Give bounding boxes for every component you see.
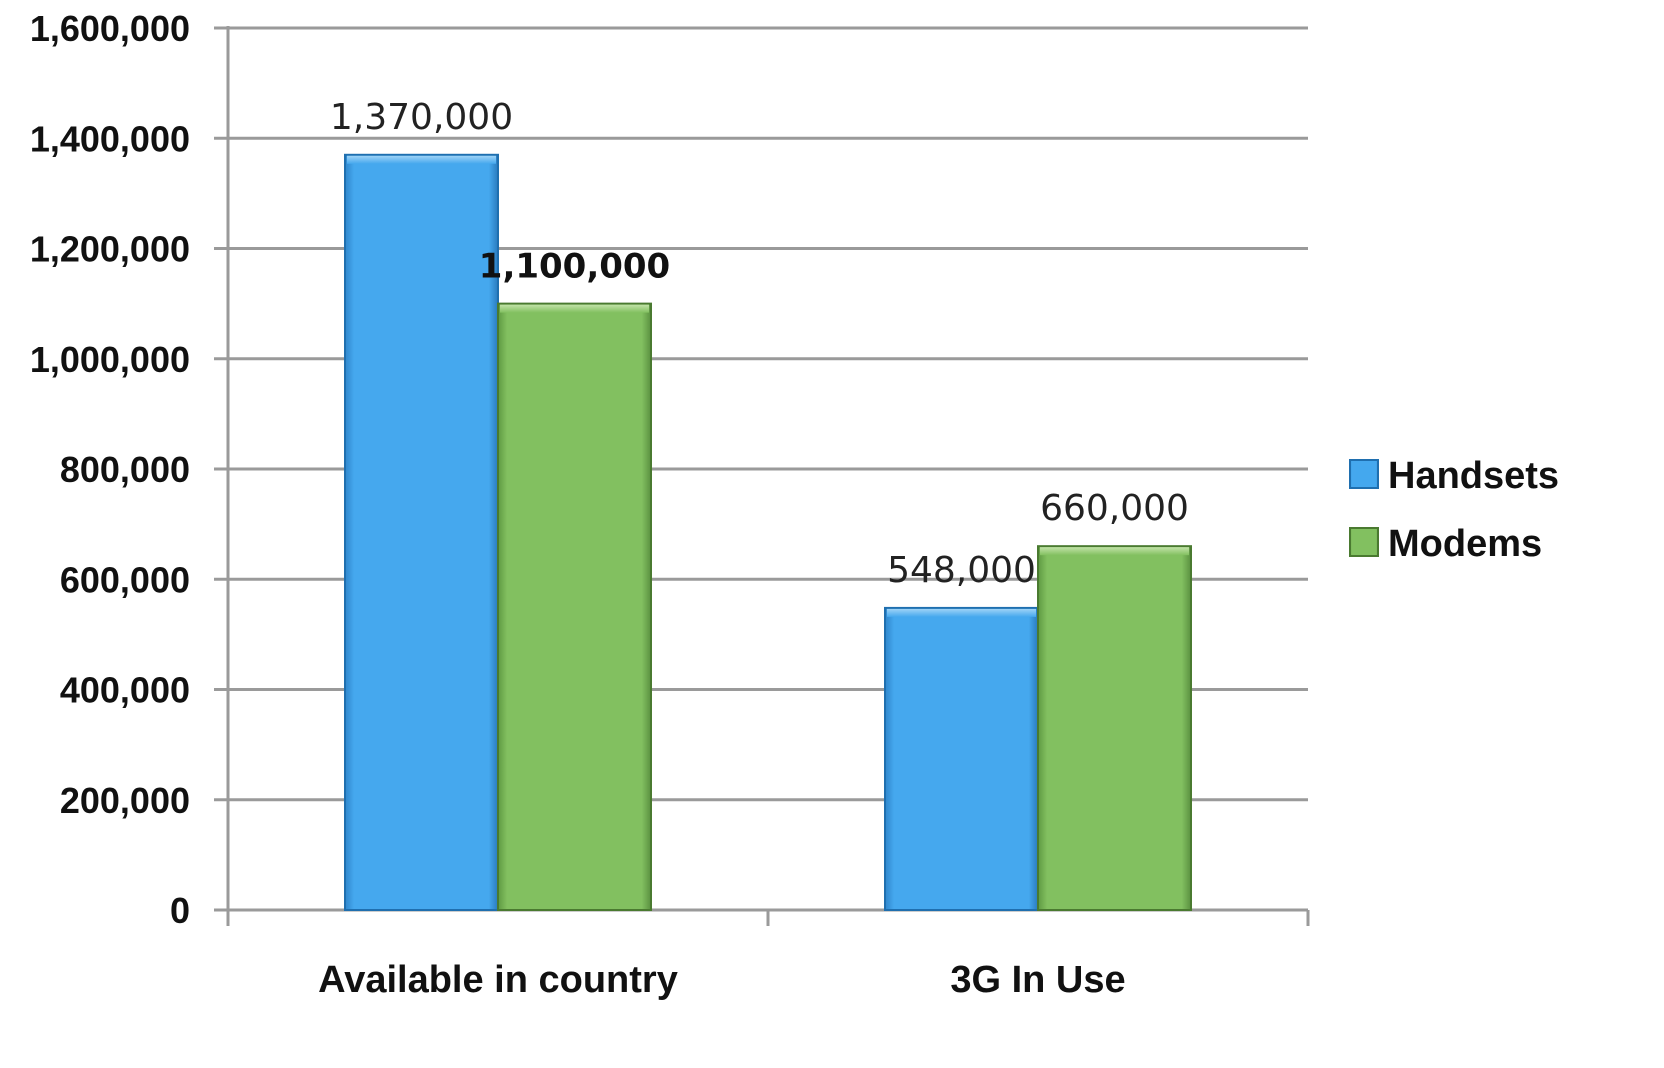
bar-bevel bbox=[500, 304, 649, 313]
legend-item: Handsets bbox=[1349, 455, 1559, 497]
x-tick-label: Available in country bbox=[318, 959, 678, 1001]
bar-body bbox=[884, 606, 1039, 911]
legend-label: Modems bbox=[1388, 523, 1542, 565]
bar-bevel bbox=[1040, 547, 1189, 556]
y-tick-label: 400,000 bbox=[60, 670, 190, 711]
bar bbox=[1037, 545, 1192, 911]
bar-body bbox=[1037, 545, 1192, 911]
bar bbox=[344, 153, 499, 912]
y-tick-label: 1,200,000 bbox=[30, 229, 190, 270]
axes: 0 200,000 400,000 600,000 800,000 1,000,000 1,… bbox=[30, 8, 1310, 1001]
data-label: 660,000 bbox=[1040, 488, 1189, 529]
bar-bevel bbox=[347, 155, 496, 164]
bar-body bbox=[497, 302, 652, 911]
y-tick-label: 800,000 bbox=[60, 449, 190, 490]
data-label: 1,100,000 bbox=[479, 247, 670, 287]
y-tick-label: 0 bbox=[170, 890, 190, 931]
y-tick-label: 1,400,000 bbox=[30, 118, 190, 159]
data-label: 548,000 bbox=[887, 550, 1036, 591]
x-tick-label: 3G In Use bbox=[950, 959, 1125, 1001]
bar-bevel bbox=[887, 608, 1036, 617]
y-tick-label: 600,000 bbox=[60, 559, 190, 600]
bar-body bbox=[344, 153, 499, 912]
y-tick-label: 200,000 bbox=[60, 780, 190, 821]
bar bbox=[497, 302, 652, 911]
y-tick-label: 1,000,000 bbox=[30, 339, 190, 380]
legend-swatch-inner bbox=[1356, 466, 1372, 482]
legend-item: Modems bbox=[1349, 523, 1542, 565]
bars bbox=[344, 153, 1192, 912]
y-tick-label: 1,600,000 bbox=[30, 8, 190, 49]
bar bbox=[884, 606, 1039, 911]
legend-swatch-inner bbox=[1356, 534, 1372, 550]
data-label: 1,370,000 bbox=[330, 97, 513, 138]
legend: Handsets Modems bbox=[1349, 455, 1559, 565]
legend-label: Handsets bbox=[1388, 455, 1559, 497]
